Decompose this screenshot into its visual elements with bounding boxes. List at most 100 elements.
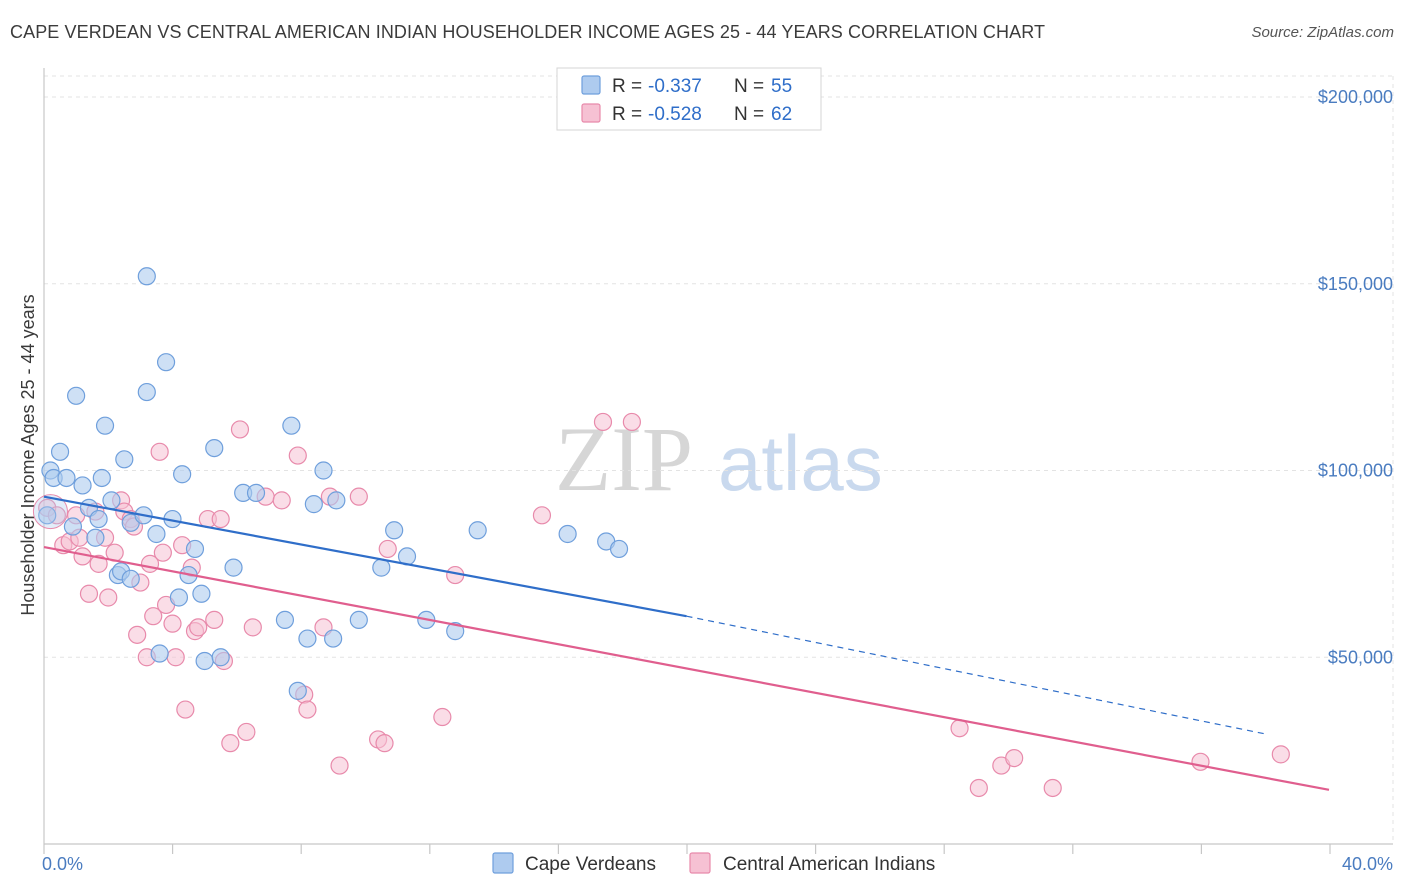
pink-point-17 — [128, 625, 147, 644]
blue-point-50 — [446, 622, 465, 641]
x-tick-label-0: 0.0% — [42, 854, 83, 874]
chart-title: CAPE VERDEAN VS CENTRAL AMERICAN INDIAN … — [10, 22, 1046, 42]
pink-point-60 — [1005, 748, 1024, 768]
blue-point-52 — [558, 524, 577, 544]
blue-point-3 — [50, 442, 70, 461]
bottom-legend-swatch-blue — [492, 852, 514, 874]
blue-point-20 — [137, 382, 156, 402]
y-tick-label-0: $50,000 — [1328, 647, 1393, 667]
blue-point-38 — [282, 416, 301, 435]
pink-point-54 — [532, 506, 552, 525]
legend-swatch-blue — [581, 75, 601, 95]
blue-point-29 — [185, 539, 205, 559]
legend-r-label-2: R = — [612, 104, 642, 125]
blue-point-4 — [57, 468, 76, 488]
pink-point-39 — [243, 618, 262, 637]
pink-point-50 — [375, 734, 394, 753]
blue-point-10 — [89, 509, 108, 529]
pink-point-42 — [288, 446, 307, 465]
blue-point-54 — [609, 539, 629, 559]
source-label: Source: ZipAtlas.com — [1251, 24, 1394, 41]
series-legend: Cape Verdeans Central American Indians — [492, 852, 935, 875]
pink-point-25 — [163, 614, 182, 633]
legend-r-value-2: -0.528 — [648, 104, 702, 125]
trend-lines — [43, 495, 1330, 791]
blue-point-6 — [67, 386, 86, 405]
pink-point-37 — [230, 420, 250, 439]
pink-point-36 — [221, 734, 240, 753]
blue-point-30 — [192, 584, 211, 603]
legend-n-label-2: N = — [734, 104, 764, 125]
pink-point-63 — [1271, 745, 1290, 764]
blue-point-22 — [147, 524, 166, 544]
legend-swatch-pink — [581, 103, 601, 123]
pink-point-58 — [969, 778, 988, 798]
legend-box — [556, 67, 822, 131]
pink-point-55 — [593, 412, 613, 432]
trend-line-cape-verdeans-extrapolated — [686, 615, 1265, 735]
pink-point-51 — [378, 539, 397, 559]
pink-point-41 — [272, 491, 291, 510]
pink-point-21 — [144, 607, 163, 626]
bottom-legend-swatch-pink — [689, 852, 711, 874]
blue-point-27 — [173, 465, 192, 484]
pink-point-9 — [89, 554, 108, 573]
blue-point-40 — [298, 629, 317, 648]
blue-point-41 — [304, 495, 323, 514]
legend-n-value-1: 55 — [771, 76, 792, 97]
blue-point-43 — [324, 629, 343, 648]
blue-point-7 — [73, 476, 92, 495]
y-tick-label-1: $100,000 — [1318, 461, 1393, 481]
blue-point-0 — [38, 506, 57, 525]
pink-point-61 — [1043, 778, 1062, 798]
legend-r-value-1: -0.337 — [648, 76, 702, 97]
blue-point-24 — [156, 353, 176, 372]
blue-point-23 — [150, 644, 169, 663]
pink-point-23 — [153, 543, 172, 562]
pink-point-44 — [298, 700, 317, 719]
pink-point-56 — [622, 412, 641, 432]
blue-point-46 — [372, 558, 391, 577]
blue-point-16 — [115, 450, 134, 469]
correlation-legend: R = -0.337 N = 55 R = -0.528 N = 62 — [556, 67, 822, 131]
series-central-american-indians-points — [38, 412, 1290, 798]
blue-point-51 — [468, 521, 487, 540]
trend-line-cape-verdeans — [43, 495, 687, 618]
blue-point-21 — [137, 267, 156, 286]
blue-point-17 — [121, 569, 140, 588]
bottom-legend-central-american-indians: Central American Indians — [723, 854, 935, 875]
blue-point-37 — [275, 610, 295, 630]
blue-point-42 — [314, 461, 333, 480]
blue-point-47 — [385, 521, 404, 540]
watermark-atlas: atlas — [718, 419, 883, 507]
blue-point-44 — [327, 491, 346, 510]
blue-point-12 — [95, 416, 115, 435]
legend-r-label-1: R = — [612, 76, 642, 97]
series-cape-verdeans-points — [32, 267, 629, 700]
pink-point-28 — [176, 700, 195, 719]
blue-point-26 — [169, 588, 189, 607]
pink-point-38 — [237, 722, 256, 742]
blue-point-5 — [63, 517, 83, 536]
origin-cluster-point — [32, 494, 68, 530]
blue-point-13 — [102, 491, 121, 510]
bottom-legend-cape-verdeans: Cape Verdeans — [525, 854, 656, 875]
pink-point-33 — [205, 610, 224, 630]
pink-point-7 — [79, 584, 99, 603]
trend-line-central-american-indians — [43, 545, 1330, 791]
blue-point-31 — [195, 651, 214, 671]
y-tick-labels: $50,000 $100,000 $150,000 $200,000 — [1318, 87, 1393, 667]
blue-point-33 — [211, 648, 230, 667]
blue-point-9 — [86, 528, 105, 547]
y-tick-label-2: $150,000 — [1318, 274, 1393, 294]
legend-n-label-1: N = — [734, 76, 764, 97]
blue-point-11 — [92, 468, 111, 488]
pink-point-34 — [211, 509, 230, 529]
y-tick-label-3: $200,000 — [1318, 87, 1393, 107]
pink-point-26 — [166, 648, 185, 667]
pink-point-22 — [150, 442, 169, 461]
blue-point-45 — [349, 610, 368, 630]
blue-point-34 — [224, 558, 243, 577]
legend-n-value-2: 62 — [771, 104, 792, 125]
